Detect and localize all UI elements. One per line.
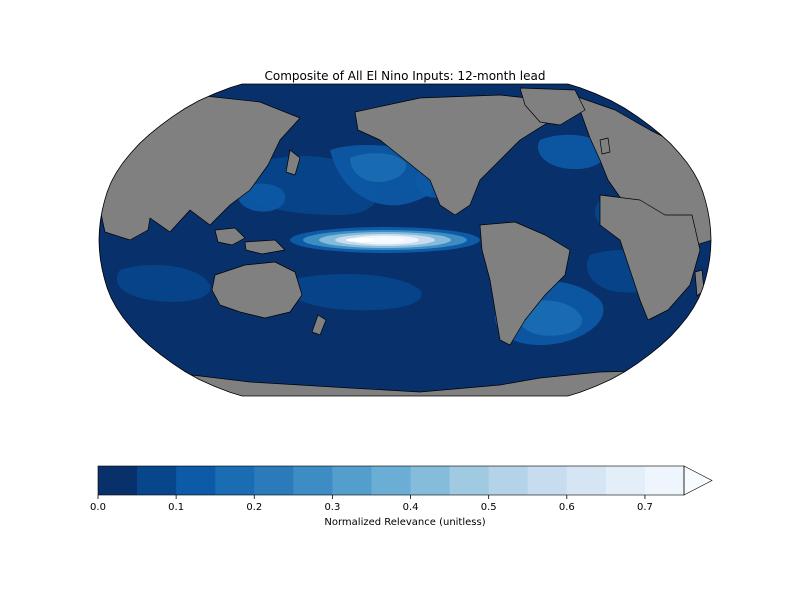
colorbar-segment — [566, 466, 607, 495]
colorbar-segment — [137, 466, 177, 495]
colorbar-segment — [371, 466, 411, 495]
colorbar-ticks: 0.0 0.1 0.2 0.3 0.4 0.5 0.6 0.7 — [90, 495, 653, 513]
colorbar-frame — [97, 465, 685, 496]
colorbar: 0.0 0.1 0.2 0.3 0.4 0.5 0.6 0.7 Normalized Rele… — [90, 465, 713, 528]
colorbar-label: Normalized Relevance (unitless) — [324, 517, 485, 528]
colorbar-tick-label: 0.2 — [246, 502, 262, 513]
land-masses — [99, 87, 711, 396]
colorbar-segment — [98, 466, 138, 495]
colorbar-extend-arrow — [683, 465, 713, 496]
colorbar-tick-label: 0.5 — [481, 502, 497, 513]
colorbar-tick-label: 0.1 — [168, 502, 184, 513]
colorbar-segment — [644, 466, 685, 495]
colorbar-segment — [215, 466, 255, 495]
colorbar-segments — [98, 466, 685, 495]
colorbar-tick-label: 0.7 — [637, 502, 653, 513]
colorbar-segment — [176, 466, 216, 495]
colorbar-segment — [488, 466, 529, 495]
colorbar-tick-label: 0.6 — [559, 502, 575, 513]
colorbar-segment — [605, 466, 646, 495]
colorbar-segment — [332, 466, 372, 495]
colorbar-tick-label: 0.0 — [90, 502, 106, 513]
map-boundary — [98, 83, 712, 397]
chart-title: Composite of All El Nino Inputs: 12-mont… — [265, 69, 546, 83]
colorbar-tick-label: 0.3 — [324, 502, 340, 513]
map — [98, 83, 712, 397]
colorbar-tick-label: 0.4 — [403, 502, 419, 513]
colorbar-segment — [293, 466, 333, 495]
colorbar-segment — [410, 466, 450, 495]
colorbar-segment — [254, 466, 294, 495]
colorbar-segment — [527, 466, 568, 495]
colorbar-segment — [449, 466, 490, 495]
